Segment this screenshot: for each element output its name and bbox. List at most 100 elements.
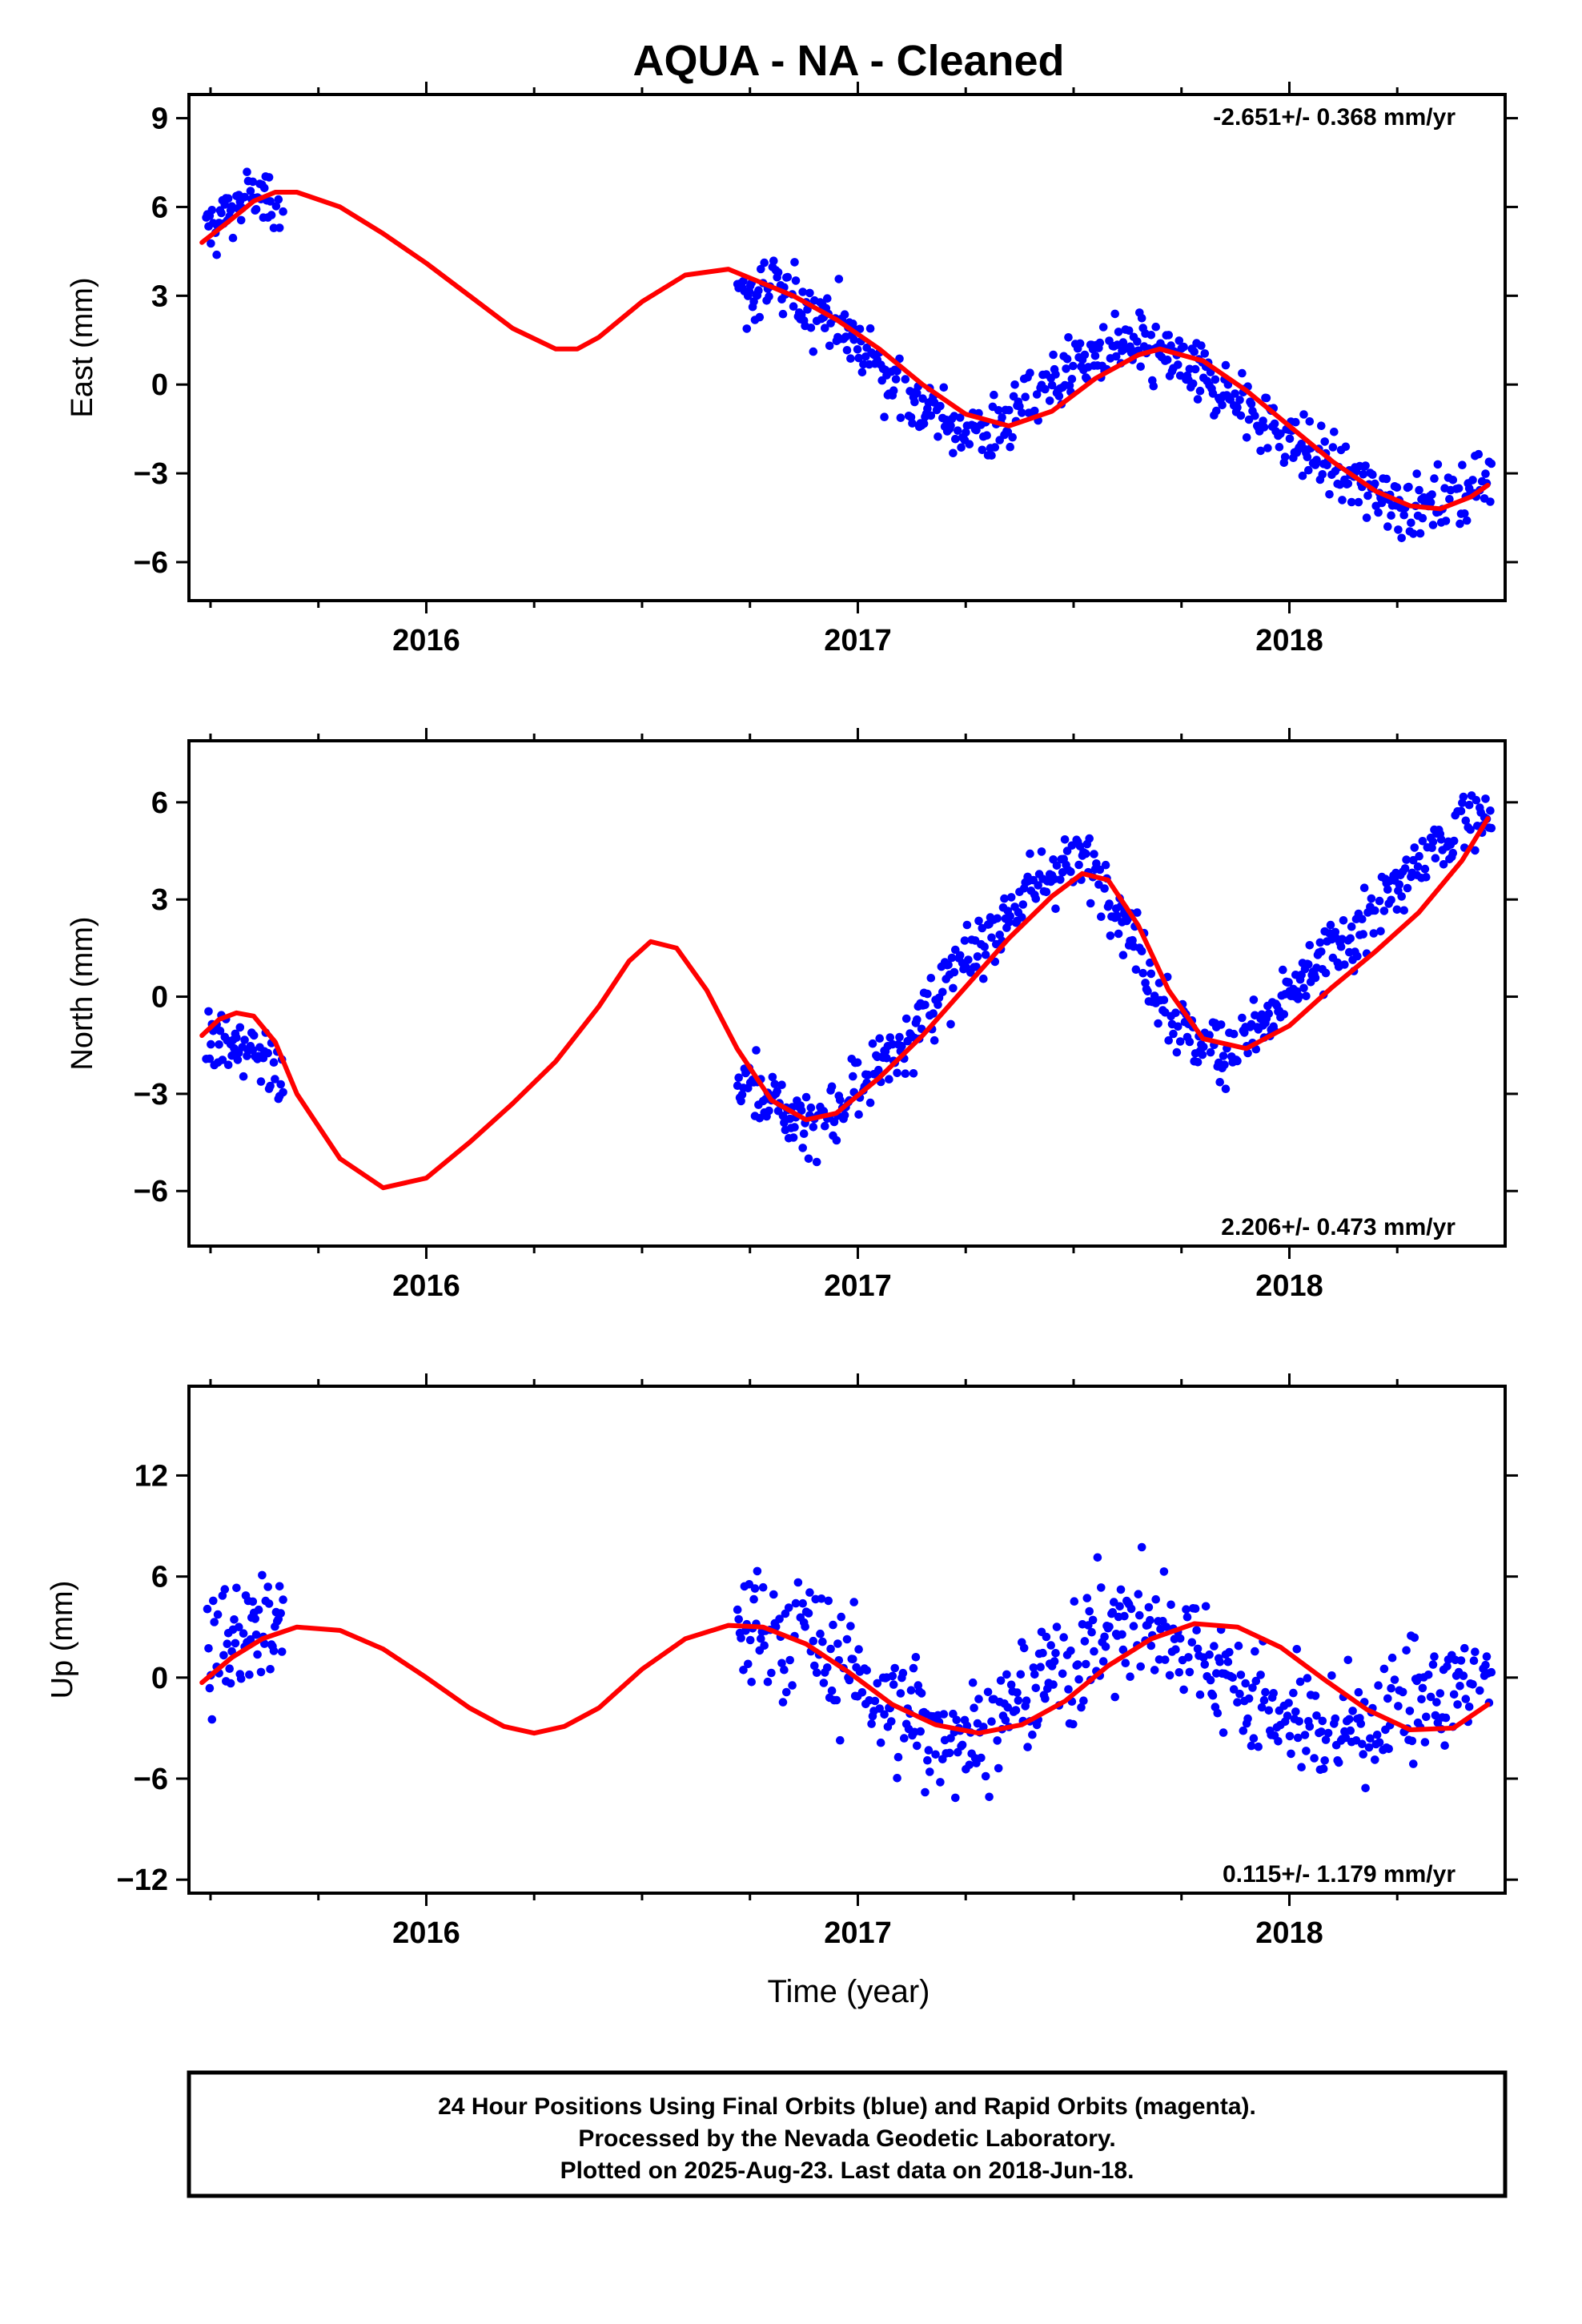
up-data-point [1195, 1690, 1205, 1699]
east-data-point [1208, 389, 1218, 398]
up-data-point [968, 1678, 978, 1687]
north-data-point [1172, 1047, 1182, 1057]
up-data-point [1185, 1667, 1195, 1677]
panel-up: 2016 2017 2018 12 6 0 −6 −12 Up (mm) 0.115+/- 1.1… [46, 1373, 1518, 1950]
north-y-tick-label: −3 [134, 1078, 168, 1112]
up-x-tick-label: 2016 [392, 1916, 460, 1950]
east-data-point [243, 167, 251, 176]
up-data-point [804, 1609, 813, 1618]
footer-line-1: 24 Hour Positions Using Final Orbits (bl… [438, 2093, 1256, 2120]
up-data-point [1191, 1604, 1200, 1613]
up-data-point [1029, 1663, 1038, 1672]
east-model-curve [199, 190, 1491, 512]
north-data-point [1346, 934, 1355, 943]
north-data-point [1422, 873, 1431, 882]
up-data-point [1341, 1733, 1351, 1743]
north-data-point [1369, 929, 1379, 938]
up-data-point [791, 1598, 801, 1608]
east-data-point [1312, 456, 1321, 464]
up-data-point [900, 1734, 909, 1743]
up-data-point [1110, 1692, 1119, 1702]
up-data-point [951, 1793, 960, 1803]
east-data-point [855, 324, 865, 334]
east-data-point [1415, 529, 1425, 538]
east-data-point [1291, 417, 1300, 427]
up-data-point [1345, 1715, 1354, 1724]
east-y-tick-label: 0 [151, 368, 168, 402]
east-data-point [266, 197, 275, 206]
up-data-point [1003, 1703, 1013, 1712]
north-data-point [980, 942, 989, 951]
north-x-tick-label: 2017 [824, 1269, 892, 1303]
north-data-point [1074, 860, 1083, 870]
north-data-point [1353, 951, 1362, 961]
east-data-point [1021, 392, 1030, 402]
up-data-point [1476, 1686, 1484, 1695]
north-data-point [218, 1055, 227, 1064]
east-data-point [1394, 525, 1403, 534]
up-data-point [1398, 1687, 1407, 1697]
east-data-point [769, 256, 778, 266]
north-data-point [973, 952, 982, 961]
up-data-point [1256, 1671, 1265, 1679]
north-data-point [1026, 849, 1034, 858]
up-y-tick-label: 6 [151, 1561, 168, 1594]
up-data-point [816, 1629, 825, 1638]
east-data-point [739, 276, 748, 286]
up-data-point [1228, 1673, 1237, 1683]
up-data-point [1334, 1758, 1343, 1767]
up-data-point [1193, 1644, 1203, 1654]
north-data-point [1095, 865, 1105, 875]
east-data-point [789, 302, 798, 312]
north-data-point [827, 1082, 837, 1092]
up-data-point [1390, 1675, 1399, 1684]
east-data-point [805, 288, 814, 298]
up-data-point [1317, 1727, 1326, 1736]
north-y-tick-label: −6 [134, 1175, 168, 1208]
north-data-point [1339, 916, 1348, 925]
north-data-point [946, 1019, 955, 1029]
up-data-point [1179, 1685, 1188, 1695]
up-data-point [1052, 1622, 1062, 1631]
east-data-point [1430, 474, 1439, 483]
north-data-point [1279, 1010, 1289, 1019]
up-data-point [204, 1644, 213, 1653]
east-data-point [1460, 509, 1469, 518]
north-data-point [1456, 806, 1466, 816]
up-data-point [767, 1668, 776, 1678]
up-data-point [977, 1753, 986, 1763]
east-data-point [1362, 513, 1371, 522]
up-data-point [1361, 1783, 1370, 1793]
up-data-point [824, 1596, 833, 1606]
east-data-point [1305, 417, 1315, 426]
east-data-point [1193, 395, 1203, 404]
north-data-point [1051, 904, 1060, 913]
up-data-point [1387, 1653, 1397, 1663]
north-data-point [1395, 880, 1404, 889]
up-data-point [1041, 1694, 1050, 1703]
east-data-point [998, 413, 1006, 422]
east-data-point [1075, 339, 1085, 348]
east-data-point [1137, 314, 1146, 323]
east-data-point [1062, 364, 1070, 373]
up-data-point [898, 1668, 908, 1678]
north-data-point [1413, 862, 1423, 871]
up-data-point [926, 1767, 934, 1776]
east-data-point [1045, 396, 1054, 405]
north-data-point [266, 1081, 275, 1091]
up-data-point [1323, 1728, 1333, 1738]
east-data-point [823, 294, 832, 304]
up-data-point [1243, 1714, 1252, 1723]
north-data-point [1466, 825, 1475, 834]
north-data-point [806, 1103, 816, 1112]
up-data-point [952, 1715, 962, 1725]
east-data-point [1263, 444, 1272, 452]
up-data-point [1146, 1615, 1154, 1625]
up-data-point [1182, 1612, 1192, 1622]
up-data-point [1016, 1670, 1026, 1679]
east-data-point [865, 324, 875, 333]
up-data-point [750, 1584, 760, 1593]
east-data-point [1299, 410, 1308, 419]
up-data-point [1375, 1738, 1384, 1747]
east-data-point [778, 309, 788, 319]
